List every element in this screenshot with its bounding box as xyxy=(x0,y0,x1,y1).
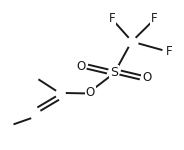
Text: F: F xyxy=(151,12,157,25)
Text: F: F xyxy=(109,12,115,25)
Text: S: S xyxy=(110,66,118,79)
Text: O: O xyxy=(142,71,151,84)
Text: O: O xyxy=(76,60,86,73)
Text: F: F xyxy=(165,45,172,58)
Text: O: O xyxy=(86,86,95,99)
